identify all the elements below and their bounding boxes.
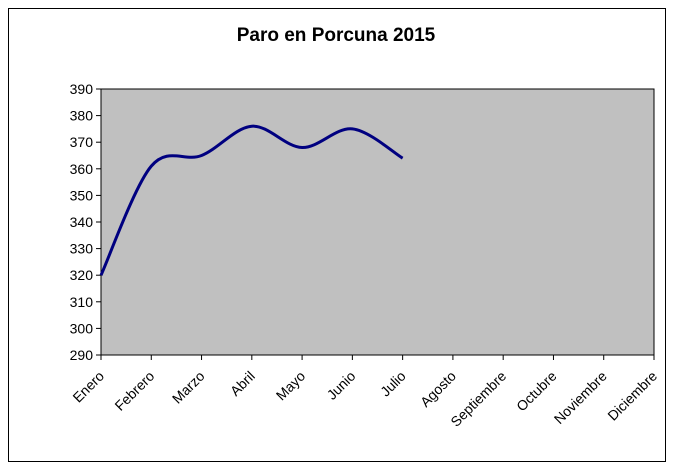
y-tick-label: 350 [70,187,94,203]
plot-area [100,88,655,356]
y-tick-label: 330 [70,241,94,257]
chart-title: Paro en Porcuna 2015 [237,25,436,46]
y-tick-label: 300 [70,320,94,336]
y-tick-label: 340 [70,214,94,230]
y-tick-label: 320 [70,267,94,283]
y-tick-label: 290 [70,347,94,363]
y-tick-label: 390 [70,81,94,97]
data-line [99,124,404,276]
y-tick-label: 310 [70,294,94,310]
y-tick-label: 360 [70,161,94,177]
y-tick-label: 370 [70,134,94,150]
y-tick-label: 380 [70,108,94,124]
